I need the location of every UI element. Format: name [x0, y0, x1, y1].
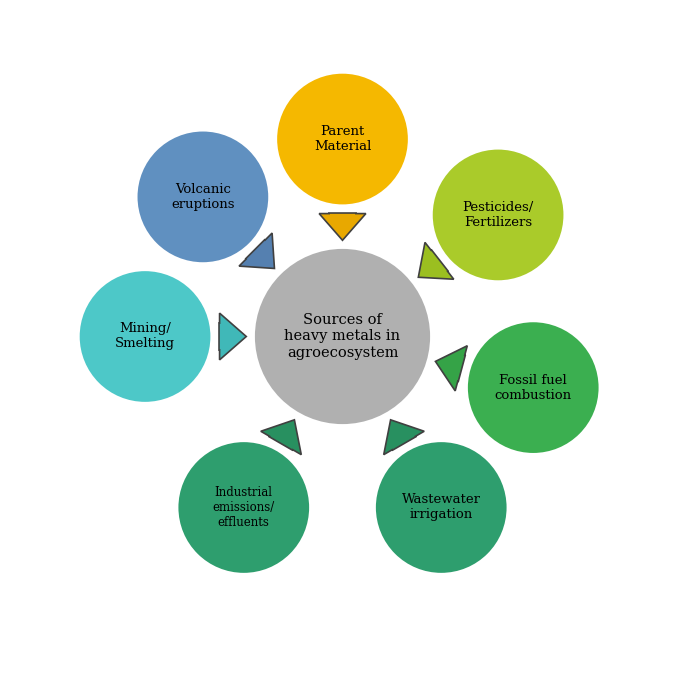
Text: Wastewater
irrigation: Wastewater irrigation	[401, 493, 481, 522]
Text: Volcanic
eruptions: Volcanic eruptions	[171, 183, 235, 211]
Circle shape	[179, 444, 308, 571]
Circle shape	[139, 133, 267, 261]
Text: Industrial
emissions/
effluents: Industrial emissions/ effluents	[212, 486, 275, 529]
Text: Parent
Material: Parent Material	[314, 125, 371, 153]
Circle shape	[377, 444, 506, 571]
Circle shape	[279, 75, 406, 203]
Circle shape	[256, 250, 429, 423]
Polygon shape	[261, 420, 301, 455]
Polygon shape	[319, 213, 366, 240]
Text: Sources of
heavy metals in
agroecosystem: Sources of heavy metals in agroecosystem	[284, 314, 401, 359]
Polygon shape	[436, 346, 467, 391]
Circle shape	[434, 151, 562, 279]
Circle shape	[469, 324, 597, 452]
Text: Fossil fuel
combustion: Fossil fuel combustion	[495, 374, 572, 402]
Polygon shape	[419, 242, 453, 279]
Circle shape	[81, 273, 209, 400]
Polygon shape	[219, 313, 247, 360]
Text: Mining/
Smelting: Mining/ Smelting	[115, 322, 175, 351]
Polygon shape	[384, 420, 424, 455]
Polygon shape	[239, 233, 275, 269]
Text: Pesticides/
Fertilizers: Pesticides/ Fertilizers	[462, 201, 534, 229]
